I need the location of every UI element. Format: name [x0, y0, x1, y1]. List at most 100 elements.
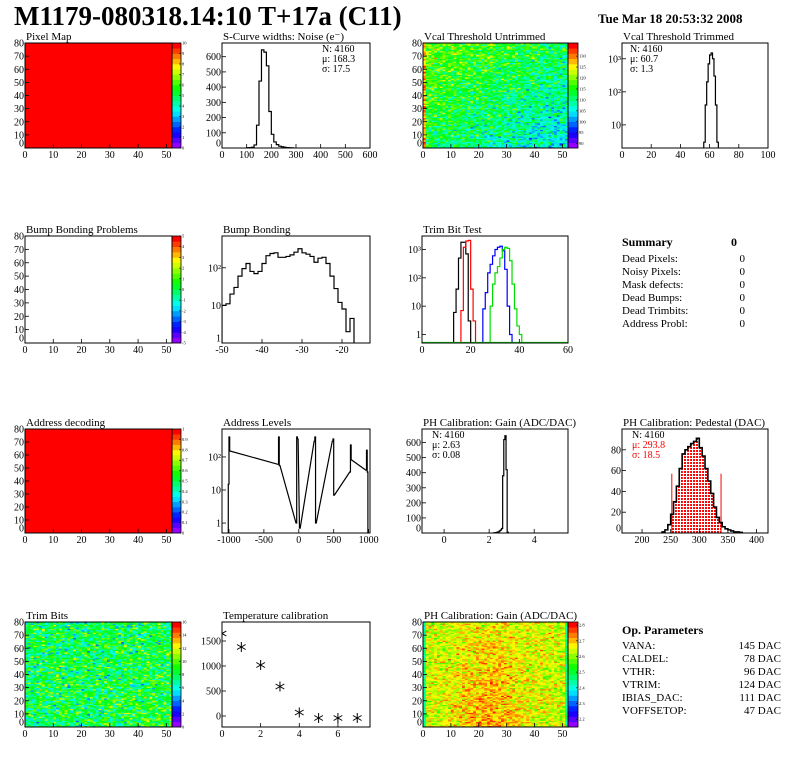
- heatmap-cell: [462, 88, 466, 91]
- heatmap-cell: [509, 64, 513, 66]
- heatmap-cell: [548, 73, 552, 75]
- heatmap-cell: [542, 92, 546, 95]
- heatmap-cell: [492, 88, 496, 91]
- heatmap-cell: [478, 61, 482, 63]
- heatmap-cell: [478, 144, 482, 146]
- heatmap-cell: [562, 133, 566, 136]
- heatmap-cell: [503, 132, 507, 134]
- heatmap-cell: [453, 66, 457, 69]
- heatmap-cell: [27, 628, 31, 631]
- x-tick-label: 500: [338, 150, 353, 161]
- heatmap-cell: [456, 119, 460, 121]
- heatmap-cell: [464, 85, 468, 87]
- heatmap-cell: [562, 48, 566, 50]
- heatmap-cell: [534, 128, 538, 130]
- heatmap-cell: [509, 106, 513, 108]
- heatmap-cell: [492, 70, 496, 73]
- heatmap-cell: [562, 144, 566, 146]
- heatmap-cell: [423, 119, 427, 121]
- heatmap-cell: [484, 140, 488, 142]
- heatmap-cell: [434, 95, 438, 98]
- heatmap-cell: [562, 67, 566, 70]
- heatmap-cell: [542, 124, 546, 126]
- heatmap-cell: [523, 115, 527, 117]
- heatmap-cell: [489, 91, 494, 94]
- heatmap-cell: [562, 99, 566, 102]
- heatmap-cell: [534, 53, 538, 56]
- heatmap-cell: [473, 106, 477, 108]
- heatmap-cell: [475, 102, 480, 104]
- heatmap-cell: [27, 644, 31, 646]
- heatmap-cell: [453, 137, 457, 140]
- heatmap-cell: [489, 75, 494, 78]
- heatmap-cell: [523, 54, 527, 57]
- heatmap-cell: [495, 94, 499, 96]
- heatmap-cell: [481, 121, 485, 124]
- heatmap-cell: [25, 649, 29, 652]
- heatmap-cell: [431, 48, 435, 50]
- heatmap-cell: [450, 121, 454, 124]
- heatmap-cell: [448, 60, 452, 62]
- heatmap-cell: [484, 91, 488, 94]
- heatmap-cell: [423, 100, 427, 103]
- heatmap-cell: [565, 64, 568, 66]
- heatmap-cell: [520, 46, 524, 49]
- x-tick-label: 40: [133, 150, 143, 161]
- heatmap-cell: [434, 86, 438, 88]
- heatmap-cell: [459, 120, 463, 123]
- heatmap-cell: [501, 109, 505, 112]
- heatmap-cell: [423, 67, 427, 70]
- heatmap-cell: [528, 113, 533, 116]
- heatmap-cell: [439, 77, 443, 79]
- heatmap-cell: [506, 134, 510, 137]
- heatmap-cell: [534, 137, 538, 140]
- panel-vcal-untrimmed: Vcal Threshold Untrimmed9095100105110115…: [412, 31, 587, 161]
- heatmap-cell: [428, 58, 432, 61]
- heatmap-cell: [453, 54, 457, 57]
- heatmap-cell: [498, 79, 502, 82]
- heatmap-cell: [551, 83, 555, 86]
- heatmap-cell: [556, 129, 560, 132]
- heatmap-cell: [534, 90, 538, 92]
- heatmap-cell: [481, 115, 485, 117]
- heatmap-cell: [475, 138, 480, 141]
- heatmap-cell: [428, 133, 432, 136]
- heatmap-cell: [450, 81, 454, 83]
- heatmap-cell: [520, 112, 524, 115]
- heatmap-cell: [534, 111, 538, 113]
- heatmap-cell: [548, 130, 552, 133]
- heatmap-cell: [464, 69, 468, 71]
- heatmap-cell: [542, 144, 546, 146]
- heatmap-cell: [492, 125, 496, 128]
- heatmap-cell: [509, 53, 513, 56]
- heatmap-cell: [456, 78, 460, 81]
- heatmap-cell: [506, 95, 510, 98]
- heatmap-cell: [475, 108, 480, 111]
- heatmap-cell: [523, 82, 527, 84]
- heatmap-cell: [448, 88, 452, 91]
- heatmap-cell: [554, 52, 558, 54]
- heatmap-cell: [515, 65, 519, 67]
- heatmap-cell: [515, 77, 519, 79]
- heatmap-cell: [464, 136, 468, 138]
- heatmap-cell: [484, 92, 488, 95]
- heatmap-cell: [439, 106, 443, 108]
- heatmap-cell: [439, 70, 443, 73]
- heatmap-cell: [540, 45, 544, 48]
- heatmap-cell: [545, 58, 549, 61]
- heatmap-cell: [542, 87, 546, 90]
- heatmap-cell: [25, 679, 29, 682]
- heatmap-cell: [25, 645, 29, 648]
- heatmap-cell: [436, 46, 441, 49]
- heatmap-cell: [556, 106, 560, 108]
- heatmap-cell: [501, 46, 505, 49]
- heatmap-cell: [548, 71, 552, 74]
- heatmap-cell: [551, 127, 555, 129]
- heatmap-cell: [492, 60, 496, 62]
- x-tick-label: 20: [77, 150, 87, 161]
- heatmap-cell: [537, 100, 541, 103]
- heatmap-cell: [445, 133, 449, 136]
- heatmap-cell: [462, 142, 466, 145]
- heatmap-cell: [25, 717, 29, 720]
